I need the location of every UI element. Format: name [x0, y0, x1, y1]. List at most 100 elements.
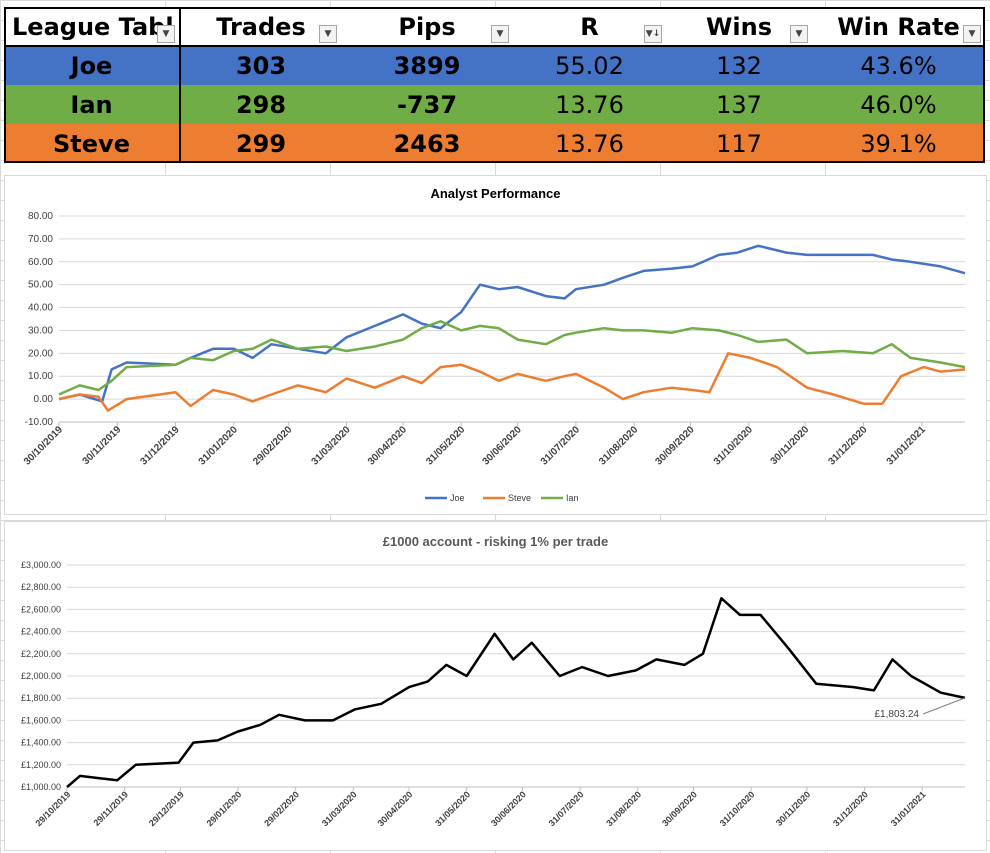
header-win-rate[interactable]: Win Rate ▼: [812, 7, 985, 46]
x-tick-label: 31/07/2020: [547, 789, 586, 828]
y-tick-label: £1,200.00: [21, 760, 61, 770]
wins-cell[interactable]: 137: [716, 90, 762, 119]
y-tick-label: 80.00: [28, 211, 53, 222]
header-trades[interactable]: Trades ▼: [180, 7, 341, 46]
x-tick-label: 31/03/2020: [310, 424, 353, 467]
sort-desc-dropdown-icon[interactable]: ▼↓: [644, 25, 662, 43]
x-tick-label: 29/02/2020: [262, 789, 301, 828]
x-tick-label: 31/01/2021: [885, 424, 928, 467]
header-wins[interactable]: Wins ▼: [666, 7, 812, 46]
y-tick-label: £1,400.00: [21, 738, 61, 748]
table-row: Steve 299 2463 13.76 117 39.1%: [4, 124, 985, 163]
table-row: Ian 298 -737 13.76 137 46.0%: [4, 85, 985, 124]
x-tick-label: 31/05/2020: [433, 789, 472, 828]
x-tick-label: 31/12/2020: [826, 424, 869, 467]
analyst-name[interactable]: Ian: [4, 85, 181, 124]
league-table: League Tabl ▼ Trades ▼ Pips ▼ R ▼↓ Wins ▼ Win…: [4, 7, 985, 163]
x-tick-label: 31/08/2020: [597, 424, 640, 467]
x-tick-label: 29/01/2020: [205, 789, 244, 828]
x-tick-label: 30/04/2020: [376, 789, 415, 828]
x-tick-label: 31/12/2019: [138, 424, 181, 467]
y-tick-label: 30.00: [28, 325, 53, 336]
y-tick-label: 50.00: [28, 280, 53, 291]
header-pips[interactable]: Pips ▼: [341, 7, 513, 46]
x-tick-label: 31/10/2020: [718, 789, 757, 828]
analyst-name[interactable]: Steve: [4, 124, 181, 163]
annotation-leader: [922, 697, 966, 715]
chart-title: £1000 account - risking 1% per trade: [382, 534, 609, 549]
y-tick-label: £3,000.00: [21, 560, 61, 570]
trades-cell[interactable]: 298: [235, 90, 287, 119]
account-balance-chart[interactable]: £1000 account - risking 1% per trade £3,…: [4, 521, 987, 851]
x-tick-label: 30/06/2020: [481, 424, 524, 467]
win-rate-cell[interactable]: 39.1%: [860, 129, 937, 158]
y-tick-label: £2,000.00: [21, 671, 61, 681]
x-tick-label: 30/11/2019: [81, 424, 124, 467]
x-tick-label: 31/05/2020: [424, 424, 467, 467]
table-row: Joe 303 3899 55.02 132 43.6%: [4, 46, 985, 85]
pips-cell[interactable]: -737: [396, 90, 458, 119]
r-cell[interactable]: 55.02: [555, 51, 624, 80]
y-tick-label: 20.00: [28, 348, 53, 359]
x-tick-label: 30/06/2020: [489, 789, 528, 828]
dropdown-icon[interactable]: ▼: [963, 25, 981, 43]
x-tick-label: 30/10/2019: [22, 424, 65, 467]
legend: Joe Steve Ian: [425, 493, 579, 503]
series-line-balance: [66, 597, 966, 788]
header-r[interactable]: R ▼↓: [513, 7, 666, 46]
x-tick-label: 31/07/2020: [539, 424, 582, 467]
x-tick-label: 30/11/2020: [774, 789, 813, 828]
wins-cell[interactable]: 132: [716, 51, 762, 80]
legend-label: Ian: [566, 493, 579, 503]
chart-title: Analyst Performance: [430, 186, 561, 201]
y-tick-label: 10.00: [28, 371, 53, 382]
series-line-joe: [58, 244, 966, 403]
y-tick-label: £2,400.00: [21, 627, 61, 637]
x-tick-label: 31/03/2020: [320, 789, 359, 828]
dropdown-icon[interactable]: ▼: [157, 25, 175, 43]
account-balance-plot: £3,000.00 £2,800.00 £2,600.00 £2,400.00 £2,2…: [21, 560, 966, 828]
dropdown-icon[interactable]: ▼: [790, 25, 808, 43]
x-tick-label: 30/11/2020: [769, 424, 812, 467]
header-divider: [4, 45, 985, 47]
pips-cell[interactable]: 3899: [393, 51, 461, 80]
analyst-name[interactable]: Joe: [4, 46, 181, 85]
x-tick-label: 30/09/2020: [660, 789, 699, 828]
x-tick-label: 29/11/2019: [91, 789, 130, 828]
x-tick-label: 31/10/2020: [712, 424, 755, 467]
x-tick-label: 29/10/2019: [33, 789, 72, 828]
x-tick-label: 31/08/2020: [604, 789, 643, 828]
pips-cell[interactable]: 2463: [393, 129, 461, 158]
x-tick-label: 30/04/2020: [366, 424, 409, 467]
analyst-performance-plot: 80.00 70.00 60.00 50.00 40.00 30.00 20.00 10.00…: [22, 211, 966, 503]
x-tick-label: 31/01/2020: [197, 424, 240, 467]
end-value-label: £1,803.24: [875, 709, 920, 720]
series-line-ian: [58, 320, 966, 396]
win-rate-cell[interactable]: 46.0%: [860, 90, 937, 119]
win-rate-cell[interactable]: 43.6%: [860, 51, 937, 80]
dropdown-icon[interactable]: ▼: [319, 25, 337, 43]
header-league-table[interactable]: League Tabl ▼: [4, 7, 181, 46]
dropdown-icon[interactable]: ▼: [491, 25, 509, 43]
y-tick-label: 0.00: [34, 394, 54, 405]
y-tick-label: 40.00: [28, 303, 53, 314]
x-tick-label: 31/12/2020: [831, 789, 870, 828]
x-tick-label: 29/02/2020: [251, 424, 294, 467]
x-tick-label: 29/12/2019: [147, 789, 186, 828]
x-tick-label: 31/01/2021: [889, 789, 928, 828]
y-tick-label: -10.00: [25, 417, 54, 428]
wins-cell[interactable]: 117: [716, 129, 762, 158]
y-tick-label: £1,000.00: [21, 782, 61, 792]
r-cell[interactable]: 13.76: [555, 129, 624, 158]
r-cell[interactable]: 13.76: [555, 90, 624, 119]
y-tick-label: £2,800.00: [21, 582, 61, 592]
trades-cell[interactable]: 303: [235, 51, 287, 80]
legend-label: Steve: [508, 493, 531, 503]
y-tick-label: £2,200.00: [21, 649, 61, 659]
y-tick-label: £1,800.00: [21, 693, 61, 703]
legend-label: Joe: [450, 493, 465, 503]
y-tick-label: 60.00: [28, 257, 53, 268]
trades-cell[interactable]: 299: [235, 129, 287, 158]
league-header-row: League Tabl ▼ Trades ▼ Pips ▼ R ▼↓ Wins ▼ Win…: [4, 7, 985, 46]
analyst-performance-chart[interactable]: Analyst Performance 80.00 70.00 60.00 50.00…: [4, 175, 987, 515]
